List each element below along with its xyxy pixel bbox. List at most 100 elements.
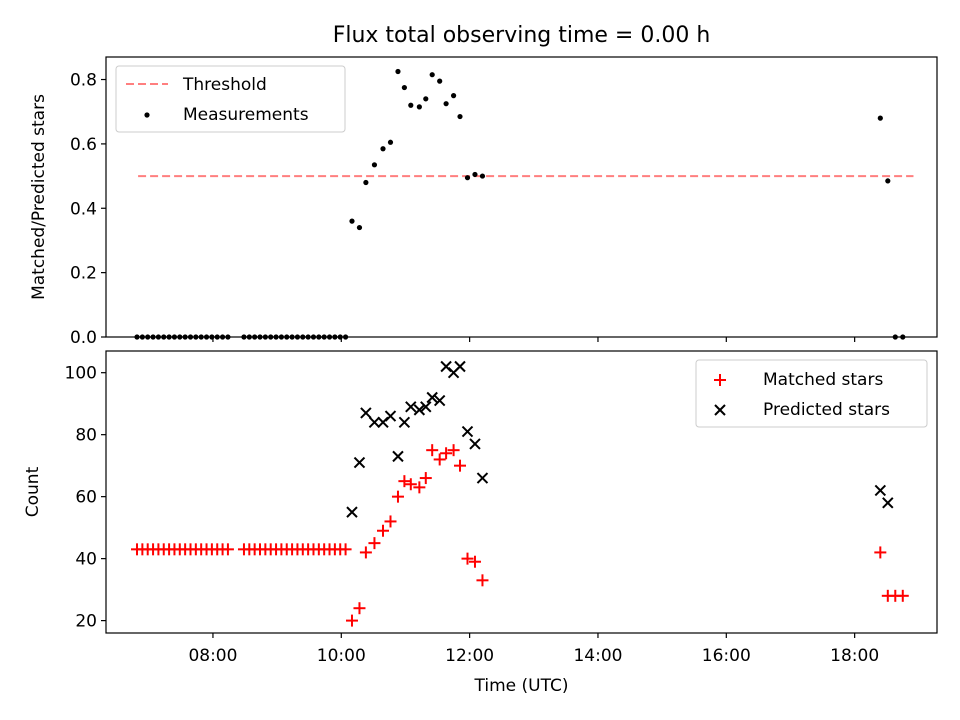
predicted-point: [405, 401, 417, 413]
bottom-xtick-label: 18:00: [830, 646, 879, 666]
measurements-legend-swatch: [144, 112, 150, 118]
bottom-plot-area: [131, 360, 909, 627]
predicted-legend-swatch: [714, 404, 726, 416]
predicted-point: [882, 497, 894, 509]
matched-legend-label: Matched stars: [763, 370, 883, 390]
top-ytick-label: 0.6: [70, 135, 97, 155]
bottom-ytick-label: 100: [65, 364, 97, 384]
measurement-point: [408, 102, 414, 108]
measurement-point: [401, 84, 407, 91]
predicted-point: [360, 407, 372, 419]
matched-point: [426, 444, 439, 457]
measurement-point: [363, 179, 369, 186]
predicted-point: [346, 506, 358, 518]
predicted-point: [353, 456, 366, 469]
predicted-point: [398, 416, 411, 428]
predicted-point: [420, 401, 432, 413]
top-ytick-label: 0.4: [70, 199, 97, 219]
bottom-xtick-label: 14:00: [573, 646, 622, 666]
matched-point: [391, 490, 404, 503]
measurement-point: [457, 113, 463, 120]
matched-point: [384, 515, 397, 528]
measurement-point: [380, 146, 386, 152]
measurement-point: [416, 104, 422, 110]
predicted-point: [368, 416, 381, 428]
measurement-point: [349, 218, 355, 224]
bottom-ytick-label: 40: [75, 550, 97, 570]
matched-point: [468, 555, 481, 568]
matched-point: [353, 602, 366, 615]
matched-point: [440, 447, 453, 460]
bottom-legend: Matched stars Predicted stars: [695, 359, 928, 428]
bottom-xtick-label: 12:00: [445, 646, 494, 666]
top-plot-frame: [105, 56, 938, 338]
matched-point: [413, 481, 426, 494]
measurement-point: [423, 96, 429, 102]
top-ytick-label: 0.2: [70, 264, 97, 284]
matched-point: [359, 546, 372, 559]
matched-point: [404, 478, 417, 491]
bottom-legend-box: [695, 359, 928, 428]
matched-point: [221, 543, 234, 556]
predicted-legend-label: Predicted stars: [763, 400, 890, 420]
matched-point: [896, 589, 909, 602]
measurement-point: [472, 171, 478, 178]
bottom-y-axis: 20 40 60 80 100: [65, 364, 106, 632]
predicted-point: [874, 484, 887, 497]
matched-point: [377, 524, 389, 537]
threshold-legend-label: Threshold: [182, 75, 267, 95]
matched-point: [461, 552, 474, 565]
matched-point: [447, 444, 460, 457]
top-x-ticks: [212, 337, 856, 342]
bottom-xtick-label: 16:00: [702, 646, 751, 666]
matched-point: [476, 574, 489, 587]
matched-legend-swatch: [714, 374, 726, 386]
top-ytick-label: 0.8: [70, 71, 97, 91]
predicted-point: [433, 394, 446, 407]
matched-point: [339, 543, 352, 556]
matched-point: [419, 472, 432, 485]
predicted-point: [469, 438, 481, 450]
matched-point: [398, 475, 411, 488]
predicted-point: [461, 425, 474, 438]
bottom-xtick-label: 10:00: [317, 646, 366, 666]
measurement-point: [429, 72, 435, 78]
predicted-point: [384, 410, 397, 422]
bottom-plot-frame: [105, 350, 938, 634]
bottom-x-axis: 08:00 10:00 12:00 14:00 16:00 18:00: [188, 633, 879, 666]
measurement-point: [356, 224, 363, 231]
top-chart-title: Flux total observing time = 0.00 h: [333, 23, 711, 48]
bottom-xtick-label: 08:00: [188, 646, 237, 666]
measurement-point: [450, 93, 457, 99]
measurement-point: [371, 162, 378, 168]
measurement-point: [464, 175, 471, 181]
measurement-point: [877, 115, 883, 121]
matched-point: [433, 453, 446, 466]
measurement-point: [443, 101, 449, 107]
matched-point: [874, 546, 887, 559]
matched-point: [454, 459, 467, 472]
top-chart-ylabel: Matched/Predicted stars: [29, 94, 49, 300]
bottom-ytick-label: 60: [75, 488, 97, 508]
top-legend-box: [115, 65, 346, 133]
measurement-point: [479, 173, 486, 179]
predicted-point: [454, 360, 466, 373]
top-y-axis: 0.0 0.2 0.4 0.6 0.8: [70, 71, 106, 348]
measurement-point: [885, 178, 891, 184]
bottom-ytick-label: 20: [75, 612, 97, 632]
bottom-chart-ylabel: Count: [23, 466, 43, 517]
measurement-point: [395, 68, 401, 75]
predicted-point: [392, 450, 404, 463]
predicted-point: [426, 391, 438, 404]
bottom-ytick-label: 80: [75, 426, 97, 446]
predicted-point: [476, 472, 489, 484]
top-legend: Threshold Measurements: [115, 65, 346, 133]
top-ytick-label: 0.0: [70, 328, 97, 348]
matched-point: [368, 537, 381, 550]
measurements-legend-label: Measurements: [183, 105, 309, 125]
bottom-chart-xlabel: Time (UTC): [474, 676, 569, 696]
measurement-point: [387, 139, 394, 145]
matched-point: [345, 614, 358, 627]
measurement-point: [437, 78, 443, 84]
